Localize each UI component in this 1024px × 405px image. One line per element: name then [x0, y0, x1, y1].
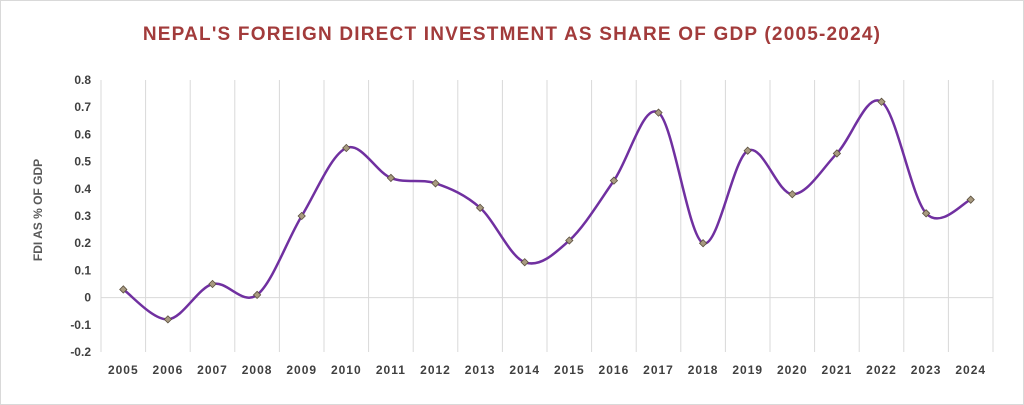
data-point-marker: [119, 285, 128, 294]
data-point-marker: [877, 97, 886, 106]
data-point-marker: [297, 211, 306, 221]
data-point-marker: [342, 143, 351, 153]
y-tick-label: -0.2: [70, 345, 91, 359]
x-tick-label: 2023: [911, 363, 942, 377]
x-tick-label: 2019: [732, 363, 763, 377]
x-tick-label: 2009: [286, 363, 317, 377]
data-point-marker: [475, 203, 485, 213]
data-point-marker: [966, 195, 975, 204]
x-tick-label: 2022: [866, 363, 897, 377]
data-point-marker: [520, 258, 529, 267]
x-tick-label: 2007: [197, 363, 228, 377]
gridlines: [100, 80, 994, 352]
x-tick-label: 2005: [108, 363, 139, 377]
data-markers: [119, 97, 975, 324]
x-tick-label: 2024: [955, 363, 986, 377]
data-point-marker: [252, 290, 262, 300]
data-point-marker: [654, 108, 663, 117]
x-tick-label: 2008: [242, 363, 273, 377]
data-point-marker: [921, 209, 931, 218]
x-tick-label: 2012: [420, 363, 451, 377]
x-tick-label: 2010: [331, 363, 362, 377]
data-point-marker: [431, 179, 440, 188]
y-tick-label: 0.5: [74, 155, 91, 169]
x-tick-label: 2020: [777, 363, 808, 377]
x-tick-label: 2013: [465, 363, 496, 377]
data-point-marker: [208, 279, 217, 289]
y-tick-label: -0.1: [70, 318, 91, 332]
data-point-marker: [832, 149, 842, 158]
x-axis-ticks: 2005 2006 2007 2008 2009 2010 2011 2012 2013 2014…: [108, 363, 986, 377]
y-tick-label: 0.7: [74, 100, 91, 114]
y-tick-label: 0: [84, 291, 91, 305]
y-tick-label: 0.1: [74, 263, 91, 277]
y-axis-title: FDI AS % OF GDP: [31, 159, 45, 261]
data-point-marker: [788, 190, 797, 199]
data-point-marker: [565, 236, 574, 245]
x-tick-label: 2011: [376, 363, 406, 377]
y-tick-label: 0.6: [74, 127, 91, 141]
y-tick-label: 0.2: [74, 236, 91, 250]
x-tick-label: 2021: [822, 363, 853, 377]
data-point-marker: [609, 176, 619, 185]
chart-title: NEPAL'S FOREIGN DIRECT INVESTMENT AS SHA…: [142, 24, 882, 45]
data-point-marker: [163, 315, 173, 324]
y-tick-label: 0.3: [74, 209, 91, 223]
data-point-marker: [386, 173, 396, 183]
x-tick-label: 2017: [643, 363, 674, 377]
x-tick-label: 2016: [599, 363, 630, 377]
x-tick-label: 2006: [153, 363, 184, 377]
x-tick-label: 2015: [554, 363, 585, 377]
y-axis-ticks: -0.2 -0.1 0 0.1 0.2 0.3 0.4 0.5 0.6 0.7 0.8: [70, 73, 91, 359]
x-tick-label: 2018: [688, 363, 719, 377]
data-point-marker: [698, 239, 708, 248]
y-tick-label: 0.4: [74, 182, 91, 196]
data-point-marker: [743, 146, 752, 155]
x-tick-label: 2014: [509, 363, 540, 377]
y-tick-label: 0.8: [74, 73, 91, 87]
